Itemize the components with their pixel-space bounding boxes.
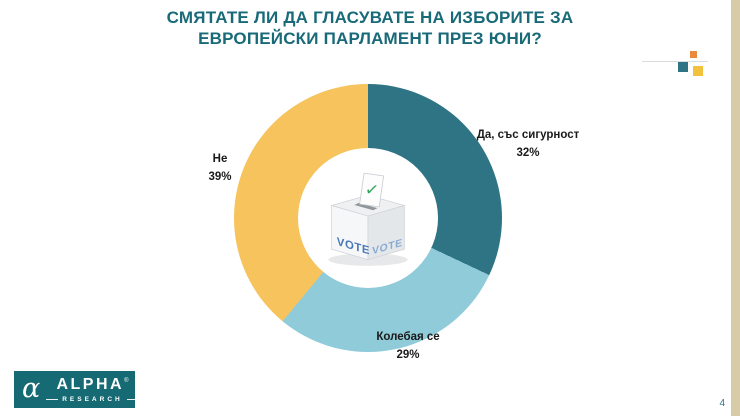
page-number: 4 (719, 398, 725, 409)
chart-title: СМЯТАТЕ ЛИ ДА ГЛАСУВАТЕ НА ИЗБОРИТЕ ЗА Е… (60, 7, 680, 50)
pie-label-no-text: Не (212, 153, 228, 165)
pie-label-no-value: 39% (208, 170, 232, 183)
pie-label-hesitant-value: 29% (396, 348, 420, 361)
logo-name: ALPHA (56, 375, 125, 393)
ballot-slot (354, 202, 378, 211)
pie-label-no: Не 39% (174, 151, 266, 187)
logo-subtitle-text: RESEARCH (62, 395, 123, 403)
decor-square-orange (690, 51, 697, 58)
title-line-2: ЕВРОПЕЙСКИ ПАРЛАМЕНТ ПРЕЗ ЮНИ? (198, 29, 542, 49)
logo-registered-mark: ® (124, 377, 129, 384)
donut-chart: ✓ VOTE VOTE (234, 84, 502, 352)
decor-squares (642, 50, 720, 84)
alpha-glyph: α (22, 372, 41, 404)
ballot-paper: ✓ (359, 172, 385, 208)
logo-rule-left (46, 398, 59, 400)
donut-hole: ✓ VOTE VOTE (298, 148, 438, 288)
pie-label-yes-value: 32% (516, 146, 540, 159)
edge-accent-bar (731, 0, 740, 416)
logo-text: ALPHA ® RESEARCH (46, 375, 139, 403)
title-line-1: СМЯТАТЕ ЛИ ДА ГЛАСУВАТЕ НА ИЗБОРИТЕ ЗА (166, 8, 574, 27)
decor-square-teal (678, 62, 688, 72)
pie-label-hesitant-text: Колебая се (376, 331, 440, 343)
ballot-box-icon: ✓ VOTE VOTE (328, 172, 408, 266)
decor-line (642, 61, 708, 62)
alpha-research-logo: α ALPHA ® RESEARCH (14, 371, 139, 408)
pie-label-yes-text: Да, със сигурност (476, 129, 580, 141)
pie-label-yes: Да, със сигурност 32% (460, 127, 596, 163)
logo-rule-right (126, 398, 139, 400)
ballot-check: ✓ (364, 179, 380, 200)
logo-subtitle: RESEARCH (46, 395, 139, 403)
pie-label-hesitant: Колебая се 29% (350, 329, 466, 365)
decor-square-yellow (693, 66, 703, 76)
